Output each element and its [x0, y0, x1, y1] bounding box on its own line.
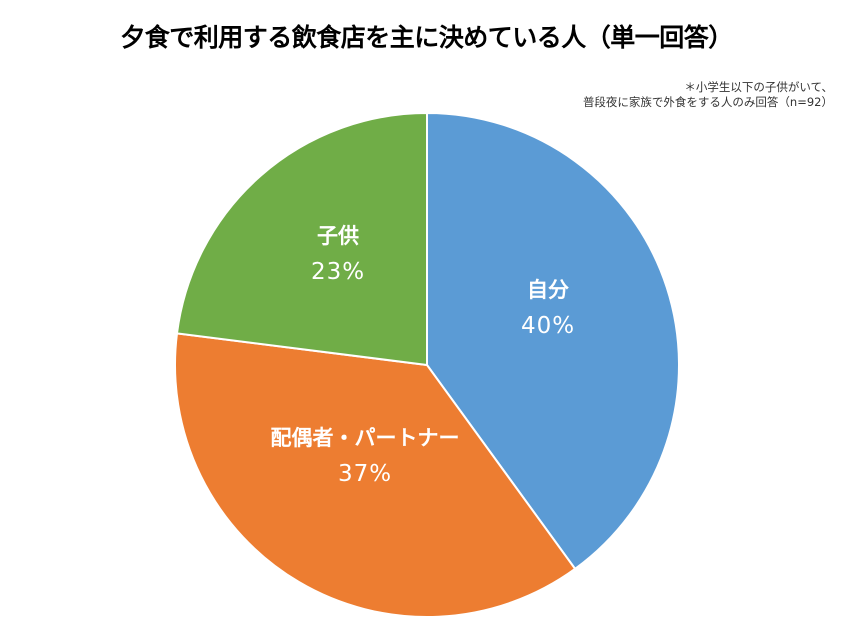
label-self-pct: 40% — [520, 313, 576, 339]
label-spouse-name: 配偶者・パートナー — [270, 426, 460, 450]
label-child: 子供 23% — [311, 218, 365, 290]
chart-title: 夕食で利用する飲食店を主に決めている人（単一回答） — [120, 23, 733, 52]
label-spouse: 配偶者・パートナー 37% — [271, 420, 460, 492]
label-child-name: 子供 — [317, 224, 359, 248]
slice-child — [175, 111, 428, 367]
pie-slices — [174, 111, 680, 618]
note-line-1: ＊小学生以下の子供がいて、 — [684, 80, 833, 94]
chart-note: ＊小学生以下の子供がいて、 普段夜に家族で外食をする人のみ回答（n=92） — [583, 80, 833, 110]
slice-spouse — [174, 332, 577, 618]
note-line-2: 普段夜に家族で外食をする人のみ回答（n=92） — [582, 95, 833, 109]
label-child-pct: 23% — [310, 259, 366, 285]
label-self: 自分 40% — [521, 272, 575, 344]
label-spouse-pct: 37% — [337, 461, 393, 487]
slice-self — [426, 111, 680, 571]
label-self-name: 自分 — [527, 278, 569, 302]
